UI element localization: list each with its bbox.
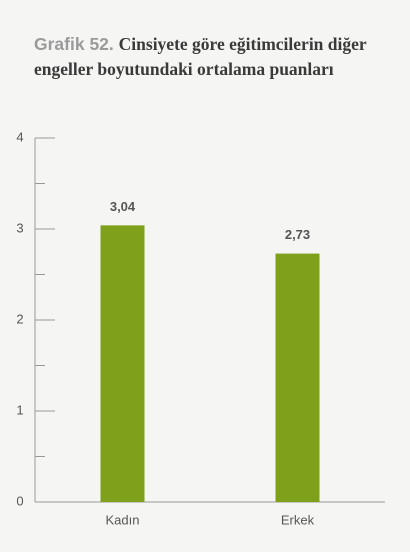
bar [275,253,320,502]
y-tick-label: 0 [16,493,23,508]
title-label: Grafik 52. [34,34,114,54]
y-tick-label: 2 [16,311,23,326]
y-tick-label: 3 [16,220,23,235]
x-tick-label: Kadın [106,512,140,527]
chart-title: Grafik 52. Cinsiyete göre eğitimcilerin … [34,32,384,81]
value-label: 2,73 [285,227,310,242]
title-text: Cinsiyete göre eğitimcilerin diğer engel… [34,34,367,79]
x-tick-label: Erkek [281,512,315,527]
value-label: 3,04 [110,199,136,214]
bar [100,225,145,503]
y-tick-label: 1 [16,402,23,417]
y-tick-label: 4 [16,129,23,144]
